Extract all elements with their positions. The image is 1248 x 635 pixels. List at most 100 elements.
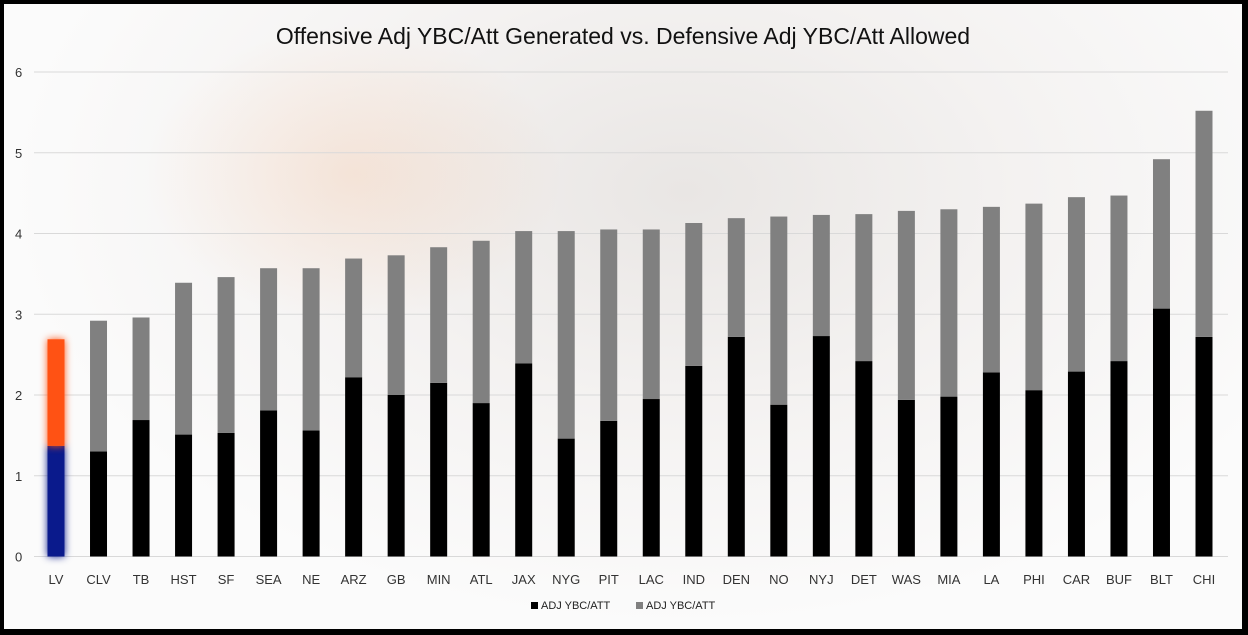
x-tick-label: DET (851, 572, 877, 587)
x-tick-label: SEA (256, 572, 282, 587)
x-tick-label: MIA (937, 572, 960, 587)
bars (47, 110, 1213, 557)
bar-ARZ-series-2 (345, 258, 363, 378)
x-tick-label: CLV (86, 572, 111, 587)
bar-NYG-series-1 (557, 438, 575, 557)
x-tick-label: MIN (427, 572, 451, 587)
bar-CAR-series-1 (1067, 371, 1085, 557)
bar-JAX-series-2 (515, 231, 533, 364)
bar-DET-series-1 (855, 361, 873, 557)
bar-DEN-series-1 (727, 336, 745, 557)
bar-CAR-series-2 (1067, 197, 1085, 372)
bar-MIN-series-1 (430, 382, 448, 557)
x-tick-label: BUF (1106, 572, 1132, 587)
bar-DEN-series-2 (727, 218, 745, 337)
bar-NE-series-1 (302, 430, 320, 557)
y-tick-label: 2 (15, 388, 22, 403)
legend-label-series-1: ADJ YBC/ATT (541, 600, 611, 612)
chart-frame: Offensive Adj YBC/Att Generated vs. Defe… (4, 4, 1245, 629)
bar-CLV-series-1 (90, 451, 108, 557)
bar-CHI-series-1 (1195, 336, 1213, 557)
bar-NO-series-1 (770, 404, 788, 557)
bar-PIT-series-2 (600, 229, 618, 421)
y-tick-label: 6 (15, 65, 22, 80)
bar-CLV-series-2 (90, 320, 108, 452)
x-tick-label: BLT (1150, 572, 1173, 587)
legend: ADJ YBC/ATT ADJ YBC/ATT (531, 600, 716, 612)
x-axis-ticks: LV CLV TB HST SF SEA NE ARZ GB MIN ATL JAX NYG PIT LAC… (49, 572, 1216, 587)
y-tick-label: 4 (15, 227, 22, 242)
bar-JAX-series-1 (515, 363, 533, 557)
x-tick-label: DEN (723, 572, 750, 587)
chart-title: Offensive Adj YBC/Att Generated vs. Defe… (276, 23, 970, 49)
bar-BLT-series-2 (1152, 159, 1170, 309)
y-tick-label: 0 (15, 550, 22, 565)
legend-swatch-series-1 (531, 602, 538, 609)
bar-NE-series-2 (302, 268, 320, 431)
bar-PHI-series-1 (1025, 390, 1043, 557)
x-tick-label: WAS (892, 572, 921, 587)
y-tick-label: 3 (15, 307, 22, 322)
bar-SEA-series-1 (260, 410, 278, 557)
bar-WAS-series-1 (897, 399, 915, 557)
x-tick-label: PIT (599, 572, 619, 587)
y-tick-label: 1 (15, 469, 22, 484)
bar-HST-series-1 (175, 434, 193, 557)
bar-BUF-series-2 (1110, 195, 1128, 362)
bar-TB-series-2 (132, 317, 150, 421)
bar-LA-series-1 (982, 372, 1000, 557)
bar-MIA-series-1 (940, 396, 958, 557)
bar-BLT-series-1 (1152, 308, 1170, 557)
x-tick-label: JAX (512, 572, 536, 587)
bar-LA-series-2 (982, 206, 1000, 373)
bar-IND-series-1 (685, 365, 703, 557)
bar-SF-series-1 (217, 432, 235, 557)
x-tick-label: LAC (639, 572, 664, 587)
x-tick-label: CHI (1193, 572, 1215, 587)
x-tick-label: NYG (552, 572, 580, 587)
x-tick-label: ATL (470, 572, 493, 587)
bar-LV-series-2 (47, 339, 65, 446)
stacked-bar-chart: Offensive Adj YBC/Att Generated vs. Defe… (15, 23, 1228, 612)
x-tick-label: PHI (1023, 572, 1045, 587)
bar-ATL-series-1 (472, 403, 490, 557)
bar-GB-series-2 (387, 255, 405, 395)
bar-ARZ-series-1 (345, 377, 363, 557)
bar-MIA-series-2 (940, 209, 958, 397)
y-tick-label: 5 (15, 146, 22, 161)
bar-SEA-series-2 (260, 268, 278, 411)
x-tick-label: GB (387, 572, 406, 587)
bar-IND-series-2 (685, 223, 703, 366)
bar-CHI-series-2 (1195, 110, 1213, 337)
x-tick-label: SF (218, 572, 235, 587)
x-tick-label: NO (769, 572, 789, 587)
bar-LAC-series-2 (642, 229, 660, 400)
bar-NYJ-series-1 (812, 336, 830, 557)
gridlines (34, 71, 1228, 557)
x-tick-label: HST (171, 572, 197, 587)
bar-NO-series-2 (770, 216, 788, 405)
x-tick-label: TB (133, 572, 150, 587)
bar-GB-series-1 (387, 395, 405, 557)
bar-NYJ-series-2 (812, 214, 830, 337)
bar-WAS-series-2 (897, 210, 915, 400)
bar-TB-series-1 (132, 420, 150, 557)
bar-DET-series-2 (855, 214, 873, 362)
bar-LV-series-1 (47, 445, 65, 557)
bar-HST-series-2 (175, 282, 193, 435)
bar-PIT-series-1 (600, 420, 618, 557)
x-tick-label: LA (983, 572, 999, 587)
bar-ATL-series-2 (472, 240, 490, 404)
bar-NYG-series-2 (557, 231, 575, 439)
x-tick-label: NYJ (809, 572, 834, 587)
legend-swatch-series-2 (636, 602, 643, 609)
bar-MIN-series-2 (430, 247, 448, 383)
y-axis-ticks: 0 1 2 3 4 5 6 (15, 65, 22, 565)
bar-PHI-series-2 (1025, 203, 1043, 391)
x-tick-label: LV (49, 572, 64, 587)
x-tick-label: NE (302, 572, 320, 587)
bar-BUF-series-1 (1110, 361, 1128, 557)
x-tick-label: CAR (1063, 572, 1090, 587)
legend-label-series-2: ADJ YBC/ATT (646, 600, 716, 612)
x-tick-label: ARZ (341, 572, 367, 587)
